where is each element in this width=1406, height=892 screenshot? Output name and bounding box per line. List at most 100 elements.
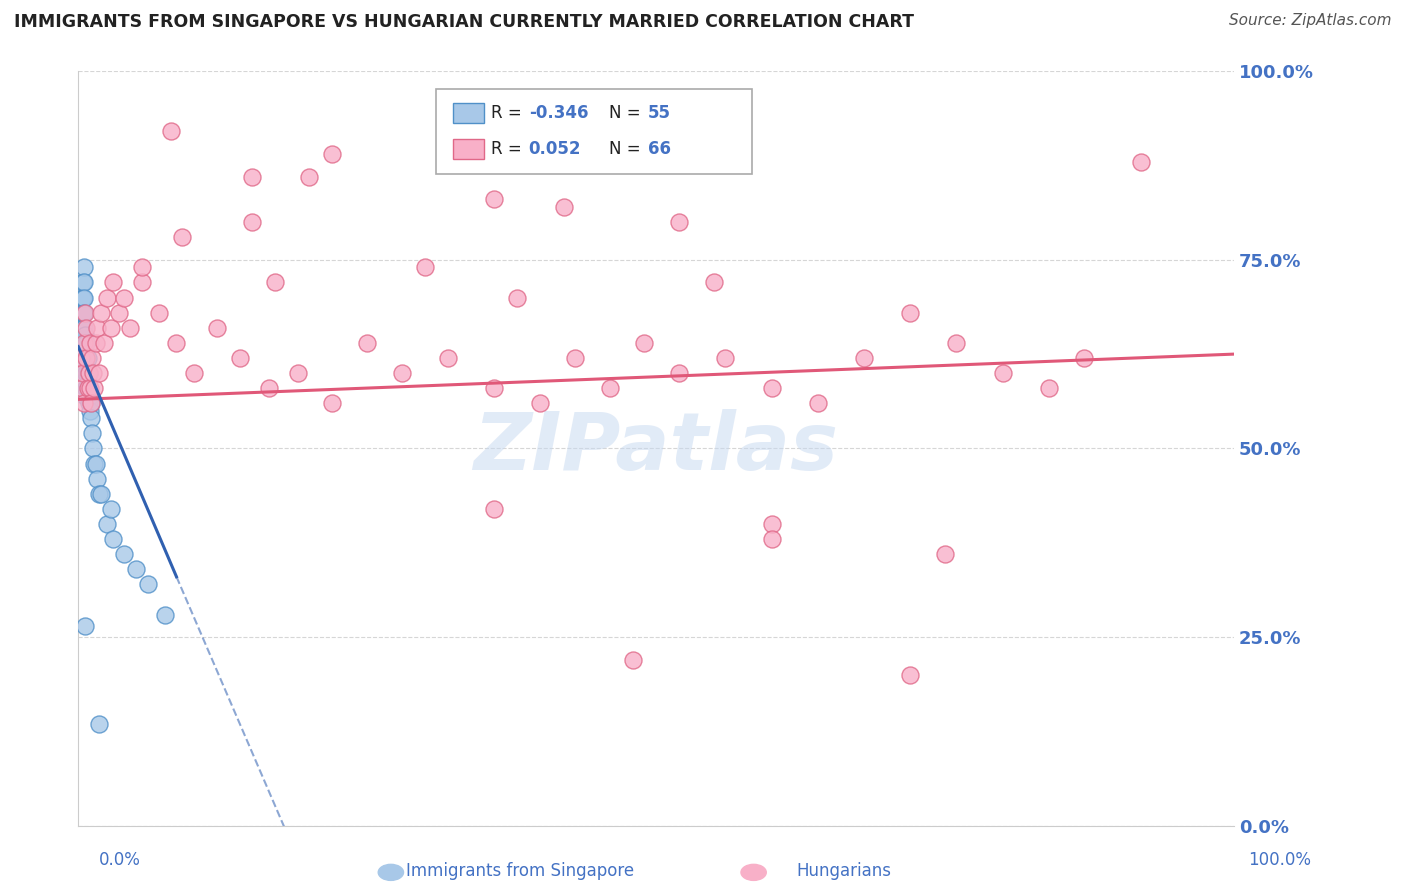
Point <box>229 351 252 365</box>
Point <box>76 366 98 380</box>
Text: 55: 55 <box>648 104 671 122</box>
Text: 100.0%: 100.0% <box>1249 851 1310 869</box>
Point <box>166 335 188 350</box>
Point <box>506 291 529 305</box>
Point <box>77 366 100 380</box>
Text: N =: N = <box>609 104 640 122</box>
Point <box>75 320 97 334</box>
Point <box>761 532 783 546</box>
Point <box>484 501 506 516</box>
Point <box>75 381 97 395</box>
Point <box>413 260 436 275</box>
Point <box>75 351 97 365</box>
Point <box>101 276 124 290</box>
Point <box>100 501 122 516</box>
Point <box>120 320 142 334</box>
Point <box>257 381 280 395</box>
Point <box>67 328 90 343</box>
Point <box>72 366 94 380</box>
Point <box>82 426 104 441</box>
Point <box>70 320 93 334</box>
Point <box>80 396 103 410</box>
Point <box>77 381 100 395</box>
Point <box>1073 351 1095 365</box>
Point <box>79 403 101 417</box>
Point <box>356 335 378 350</box>
Point <box>75 359 97 373</box>
Point <box>153 607 176 622</box>
Point <box>668 215 690 229</box>
Point <box>564 351 586 365</box>
Text: 66: 66 <box>648 140 671 158</box>
Point <box>70 305 93 319</box>
Point <box>96 291 118 305</box>
Point <box>761 381 783 395</box>
Point <box>87 487 110 501</box>
Point <box>67 343 90 358</box>
Text: 0.052: 0.052 <box>529 140 581 158</box>
Point <box>703 276 725 290</box>
Text: Source: ZipAtlas.com: Source: ZipAtlas.com <box>1229 13 1392 29</box>
Point <box>75 335 97 350</box>
Point <box>69 351 91 365</box>
Point <box>76 381 98 395</box>
Point <box>159 124 181 138</box>
Point <box>96 516 118 531</box>
Point <box>70 291 93 305</box>
Point <box>205 320 228 334</box>
Point <box>934 547 956 561</box>
Point <box>67 359 90 373</box>
Point <box>437 351 460 365</box>
Point <box>114 291 136 305</box>
Point <box>82 366 104 380</box>
Point <box>131 276 153 290</box>
Point <box>484 381 506 395</box>
Point <box>100 320 122 334</box>
Point <box>391 366 413 380</box>
Point <box>107 305 129 319</box>
Point <box>72 291 94 305</box>
Point <box>73 291 96 305</box>
Text: ZIPatlas: ZIPatlas <box>474 409 838 487</box>
Point <box>853 351 876 365</box>
Point <box>83 381 105 395</box>
Point <box>76 381 98 395</box>
Text: N =: N = <box>609 140 640 158</box>
Point <box>73 366 96 380</box>
Point <box>84 457 107 471</box>
Text: 0.0%: 0.0% <box>98 851 141 869</box>
Point <box>131 260 153 275</box>
Point <box>69 351 91 365</box>
Point <box>761 516 783 531</box>
Point <box>1038 381 1060 395</box>
Point <box>76 351 98 365</box>
Point <box>79 381 101 395</box>
Point <box>945 335 967 350</box>
Point <box>240 169 263 184</box>
Point <box>80 411 103 425</box>
Text: R =: R = <box>491 140 522 158</box>
Point <box>86 320 108 334</box>
Point <box>84 335 107 350</box>
Point <box>75 351 97 365</box>
Point <box>73 260 96 275</box>
Point <box>72 305 94 319</box>
Point <box>87 717 110 731</box>
Point <box>77 366 100 380</box>
Point <box>73 396 96 410</box>
Point <box>79 389 101 403</box>
Point <box>807 396 830 410</box>
Point <box>90 305 112 319</box>
Point <box>75 374 97 388</box>
Point <box>101 532 124 546</box>
Point <box>484 193 506 207</box>
Point <box>148 305 170 319</box>
Point <box>70 335 93 350</box>
Point <box>73 335 96 350</box>
Point <box>69 335 91 350</box>
Point <box>90 487 112 501</box>
Point <box>668 366 690 380</box>
Text: R =: R = <box>491 104 522 122</box>
Point <box>1130 154 1153 169</box>
Point <box>73 276 96 290</box>
